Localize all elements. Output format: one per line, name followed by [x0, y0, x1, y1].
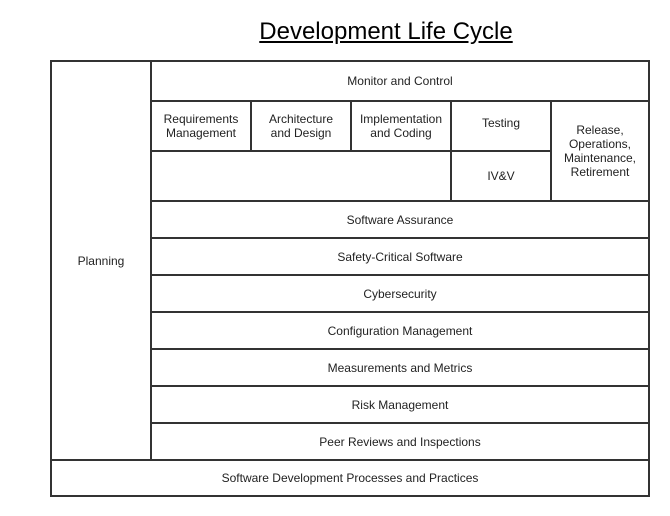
monitor-control-box: Monitor and Control: [150, 60, 650, 102]
foundation-box: Software Development Processes and Pract…: [50, 459, 650, 497]
row-software-assurance: Software Assurance: [150, 200, 650, 239]
ivv-box: IV&V: [450, 150, 552, 202]
implementation-box: Implementation and Coding: [350, 100, 452, 152]
diagram-title: Development Life Cycle: [259, 18, 513, 45]
architecture-box: Architecture and Design: [250, 100, 352, 152]
row-cybersecurity: Cybersecurity: [150, 274, 650, 313]
row-configuration-management: Configuration Management: [150, 311, 650, 350]
testing-box: Testing: [450, 100, 552, 152]
row-risk-management: Risk Management: [150, 385, 650, 424]
release-box: Release, Operations, Maintenance, Retire…: [550, 100, 650, 202]
row-safety-critical: Safety-Critical Software: [150, 237, 650, 276]
row-measurements: Measurements and Metrics: [150, 348, 650, 387]
requirements-box: Requirements Management: [150, 100, 252, 152]
planning-box: Planning: [50, 60, 152, 461]
empty-box: [150, 150, 452, 202]
row-peer-reviews: Peer Reviews and Inspections: [150, 422, 650, 461]
